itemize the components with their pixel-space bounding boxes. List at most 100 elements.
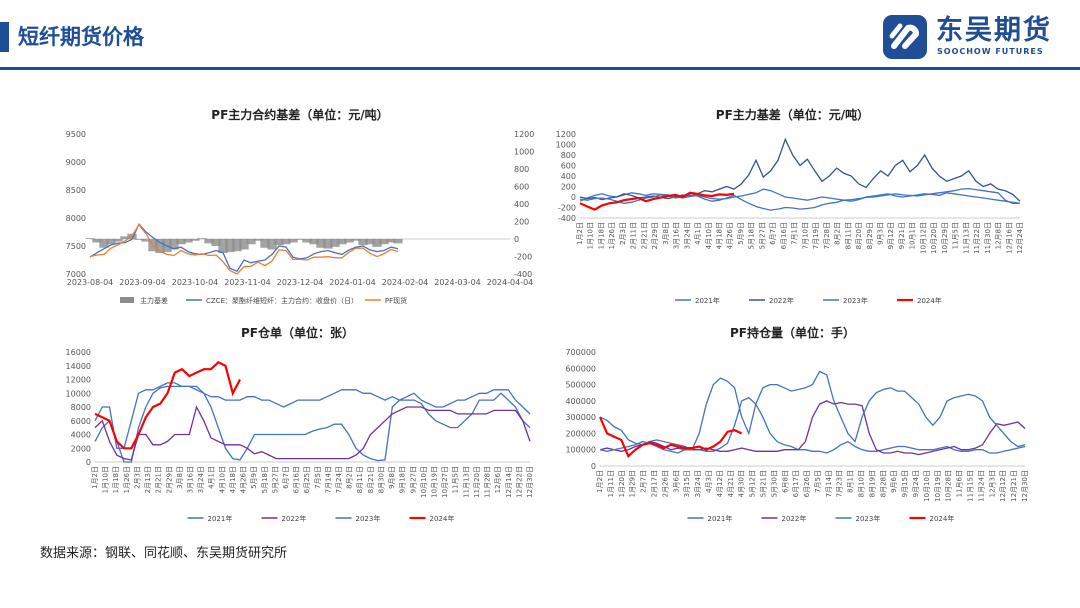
chart-title: PF主力合约基差（单位：元/吨） xyxy=(211,108,389,122)
x-tick-label: 11月30日 xyxy=(984,222,992,254)
y-tick-label: 2000 xyxy=(71,444,91,453)
x-tick-label: 12月12日 xyxy=(999,470,1007,502)
page-header: 短纤期货价格 东吴期货 SOOCHOW FUTURES xyxy=(0,0,1080,72)
brand-logo: 东吴期货 SOOCHOW FUTURES xyxy=(880,12,1070,62)
chart-pf-warehouse-receipts: PF仓单（单位：张） 16000 14000 12000 10000 8000 6000 4… xyxy=(45,322,550,532)
area-bar xyxy=(351,239,361,241)
chart-plot: 9500 9000 8500 8000 7500 7000 1200 1000 800 600 40… xyxy=(66,130,535,305)
area-bar xyxy=(176,239,186,245)
x-tick-label: 7月10日 xyxy=(801,222,809,249)
x-tick-label: 2023-11-04 xyxy=(224,278,271,287)
y-tick-label: 200000 xyxy=(565,429,596,438)
x-tick-label: 11月22日 xyxy=(973,222,981,254)
x-tick-label: 5月30日 xyxy=(770,470,778,497)
x-tick-label: 9月15日 xyxy=(901,470,909,497)
x-tick-label: 2月3日 xyxy=(133,466,141,489)
area-bar xyxy=(155,239,165,253)
x-tick-label: 1月26日 xyxy=(608,222,616,249)
area-bar xyxy=(323,239,333,249)
x-tick-label: 12月30日 xyxy=(526,466,534,498)
x-tick-label: 10月19日 xyxy=(934,470,942,502)
series-line-0 xyxy=(599,396,1026,454)
series-line-2 xyxy=(579,192,1021,211)
legend-label: 2023年 xyxy=(356,514,381,523)
area-bar xyxy=(316,239,326,248)
y-tick-label: 300000 xyxy=(565,413,596,422)
x-tick-label: 12月8日 xyxy=(995,222,1003,249)
x-tick-label: 6月8日 xyxy=(781,470,789,493)
x-tick-label: 2月21日 xyxy=(640,222,648,249)
x-tick-label: 2月3日 xyxy=(619,222,627,245)
x-tick-label: 3月8日 xyxy=(662,222,670,245)
chart-title: PF主力基差（单位：元/吨） xyxy=(715,108,870,122)
y-tick-label: 800 xyxy=(561,151,576,160)
y2-tick-label: 200 xyxy=(514,218,529,227)
x-tick-label: 7月14日 xyxy=(825,470,833,497)
y-tick-label: 9500 xyxy=(66,130,86,139)
x-tick-label: 9月24日 xyxy=(912,470,920,497)
x-tick-label: 1月10日 xyxy=(587,222,595,249)
x-tick-label: 2月29日 xyxy=(651,222,659,249)
chart-pf-main-basis: PF主力合约基差（单位：元/吨） 9500 9000 8500 8000 7500 700… xyxy=(50,100,550,315)
series-line-2 xyxy=(599,370,1026,454)
x-tick-label: 2023-10-04 xyxy=(172,278,219,287)
y-tick-label: 0 xyxy=(86,458,91,467)
x-tick-label: 6月25日 xyxy=(303,466,311,493)
x-tick-label: 9月3日 xyxy=(876,222,884,245)
legend-label: PF现货 xyxy=(385,296,407,305)
y2-tick-label: 1000 xyxy=(514,148,534,157)
x-tick-label: 8月19日 xyxy=(868,470,876,497)
legend-label: 2021年 xyxy=(208,514,233,523)
y-tick-label: 7500 xyxy=(66,242,86,251)
y-tick-label: 400 xyxy=(561,172,576,181)
legend-label: 2021年 xyxy=(708,514,733,523)
area-bar xyxy=(267,239,277,250)
data-source-note: 数据来源：钢联、同花顺、东吴期货研究所 xyxy=(40,546,288,561)
x-tick-label: 1月20日 xyxy=(618,470,626,497)
y2-tick-label: -200 xyxy=(514,253,532,262)
x-tick-label: 11月15日 xyxy=(967,470,975,502)
soochow-logo-icon xyxy=(883,15,927,59)
area-bar xyxy=(204,239,214,244)
x-tick-label: 5月9日 xyxy=(250,466,258,489)
area-bar xyxy=(106,239,116,245)
x-tick-label: 5月27日 xyxy=(758,222,766,249)
series-line-2 xyxy=(94,382,531,449)
area-bar xyxy=(183,239,193,243)
area-bar xyxy=(309,239,319,245)
area-bar xyxy=(169,239,179,250)
area-bar xyxy=(246,239,256,245)
x-tick-label: 8月2日 xyxy=(834,222,842,245)
chart-pf-basis-seasonal: PF主力基差（单位：元/吨） 1200 1000 800 600 400 200 0 -200… xyxy=(545,100,1040,315)
y-tick-label: 200 xyxy=(561,183,576,192)
legend-label: 主力基差 xyxy=(140,296,168,305)
area-bar xyxy=(190,239,200,241)
area-bar xyxy=(379,239,389,245)
x-tick-label: 6月26日 xyxy=(803,470,811,497)
header-divider xyxy=(0,67,1080,70)
x-tick-label: 9月27日 xyxy=(409,466,417,493)
x-tick-label: 6月16日 xyxy=(780,222,788,249)
x-tick-label: 3月16日 xyxy=(186,466,194,493)
legend-label: 2022年 xyxy=(282,514,307,523)
page-title: 短纤期货价格 xyxy=(18,25,144,49)
x-tick-label: 1月26日 xyxy=(123,466,131,493)
x-tick-label: 12月14日 xyxy=(505,466,513,498)
area-bar xyxy=(225,239,235,253)
x-tick-label: 4月10日 xyxy=(705,222,713,249)
x-tick-label: 1月2日 xyxy=(596,470,604,493)
x-tick-label: 11月5日 xyxy=(952,222,960,249)
x-tick-label: 11月5日 xyxy=(452,466,460,493)
y-tick-label: -200 xyxy=(558,204,576,213)
x-tick-label: 10月20日 xyxy=(930,222,938,254)
x-tick-label: 2月13日 xyxy=(144,466,152,493)
x-tick-label: 7月5日 xyxy=(814,470,822,493)
chart-title: PF仓单（单位：张） xyxy=(241,326,354,340)
x-tick-label: 6月16日 xyxy=(293,466,301,493)
series-line-0 xyxy=(94,385,531,463)
x-tick-label: 4月1日 xyxy=(208,466,216,489)
y2-tick-label: 800 xyxy=(514,165,529,174)
x-tick-label: 8月1日 xyxy=(847,470,855,493)
x-tick-label: 1月2日 xyxy=(91,466,99,489)
logo-chinese-name: 东吴期货 xyxy=(936,15,1052,46)
